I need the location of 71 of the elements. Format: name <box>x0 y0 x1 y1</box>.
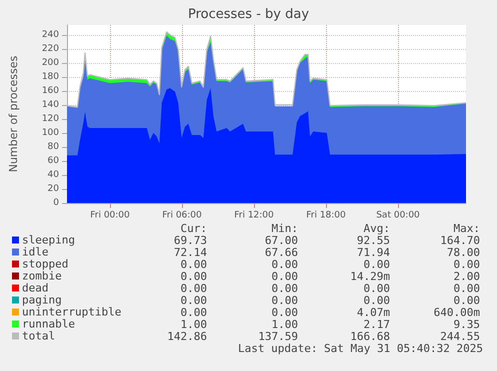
text: 0.00 <box>180 270 208 283</box>
legend-label: uninterruptible <box>22 306 122 318</box>
text: 137.59 <box>258 330 298 343</box>
text: 2.00 <box>454 270 480 283</box>
y-tick-label: 60 <box>48 156 60 166</box>
text: Last update: Sat May 31 05:40:32 2025 <box>238 342 484 355</box>
text: 0.00 <box>272 258 298 271</box>
legend-label: stopped <box>22 258 68 270</box>
legend-label: total <box>22 330 56 342</box>
text: 0.00 <box>180 282 208 295</box>
y-tick-label: 160 <box>42 86 60 96</box>
text: 0.00 <box>180 294 208 307</box>
legend-label: zombie <box>22 270 62 282</box>
text: 0.00 <box>272 306 298 319</box>
text: 4.07m <box>356 306 390 319</box>
text: 72.14 <box>174 246 208 259</box>
legend-label: runnable <box>22 318 75 330</box>
x-tick-label: Sat 00:00 <box>376 210 420 220</box>
text: 0.00 <box>454 258 480 271</box>
y-tick-label: 140 <box>42 100 60 110</box>
y-tick-label: 100 <box>42 128 60 138</box>
text: 0.00 <box>454 294 480 307</box>
text: 71.94 <box>356 246 390 259</box>
text: 0.00 <box>364 294 390 307</box>
text: 67.00 <box>264 234 298 247</box>
text: 640.00m <box>434 306 480 319</box>
y-tick-label: 0 <box>53 198 60 208</box>
x-tick-label: Fri 18:00 <box>306 210 346 220</box>
text: 14.29m <box>350 270 390 283</box>
y-tick-label: 20 <box>48 184 60 194</box>
text: 1.00 <box>180 318 208 331</box>
text: 69.73 <box>174 234 208 247</box>
text: 1.00 <box>272 318 298 331</box>
text: Avg: <box>364 222 390 235</box>
y-tick-label: 180 <box>42 72 60 82</box>
text: 0.00 <box>180 258 208 271</box>
legend-label: paging <box>22 294 62 306</box>
y-tick-label: 120 <box>42 114 60 124</box>
text: 0.00 <box>272 294 298 307</box>
text: 0.00 <box>364 258 390 271</box>
text: Min: <box>272 222 298 235</box>
y-tick-label: 240 <box>42 30 60 40</box>
text: 67.66 <box>264 246 298 259</box>
legend-label: idle <box>22 246 48 258</box>
text: 166.68 <box>350 330 390 343</box>
text: 164.70 <box>440 234 480 247</box>
line-series <box>66 31 467 108</box>
text: 244.55 <box>440 330 480 343</box>
y-tick-label: 200 <box>42 58 60 68</box>
text: 0.00 <box>454 282 480 295</box>
legend-label: sleeping <box>22 234 75 246</box>
y-tick-label: 40 <box>48 170 60 180</box>
y-tick-label: 80 <box>48 142 60 152</box>
text: 0.00 <box>364 282 390 295</box>
text: 2.17 <box>364 318 390 331</box>
text: 92.55 <box>356 234 390 247</box>
y-tick-label: 220 <box>42 44 60 54</box>
text: 0.00 <box>272 282 298 295</box>
x-tick-label: Fri 00:00 <box>90 210 130 220</box>
x-tick-label: Fri 12:00 <box>234 210 274 220</box>
text: 0.00 <box>272 270 298 283</box>
text: 9.35 <box>454 318 480 331</box>
text: 0.00 <box>180 306 208 319</box>
x-tick-label: Fri 06:00 <box>162 210 202 220</box>
text: 78.00 <box>446 246 480 259</box>
y-axis-title: Number of processes <box>7 55 20 172</box>
text: 142.86 <box>167 330 208 343</box>
text: Cur: <box>180 222 208 235</box>
chart-title: Processes - by day <box>188 7 310 22</box>
text: Max: <box>454 222 480 235</box>
legend-label: dead <box>22 282 48 294</box>
